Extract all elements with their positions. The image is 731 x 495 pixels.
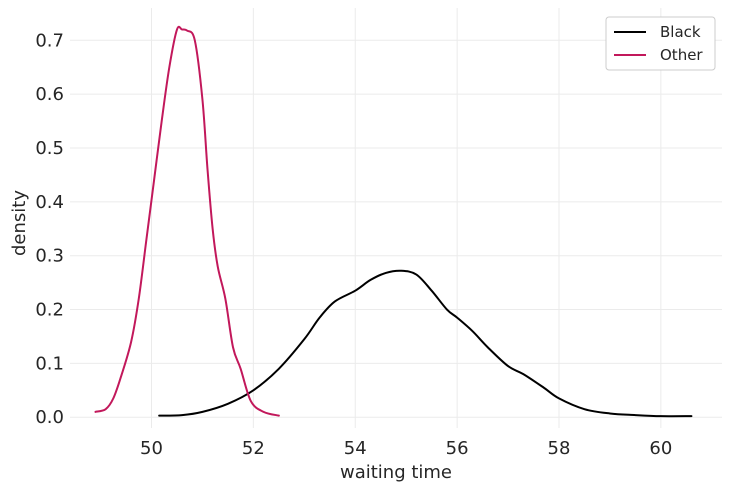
series-line-black	[158, 269, 693, 418]
legend-items: Black Other	[614, 23, 703, 64]
y-tick-label: 0.3	[35, 246, 64, 267]
legend: Black Other	[605, 16, 716, 71]
legend-box	[605, 16, 716, 71]
x-tick-label: 58	[548, 438, 571, 459]
y-tick-label: 0.4	[35, 192, 64, 213]
x-tick-label: 60	[649, 438, 672, 459]
y-tick-label: 0.1	[35, 353, 64, 374]
legend-label-other: Other	[660, 46, 703, 64]
x-tick-label: 52	[242, 438, 265, 459]
y-tick-label: 0.2	[35, 300, 64, 321]
y-tick-label: 0.0	[35, 407, 64, 428]
x-tick-label: 54	[344, 438, 367, 459]
x-axis-label: waiting time	[340, 462, 452, 483]
y-tick-label: 0.7	[35, 30, 64, 51]
y-axis-label: density	[9, 190, 30, 256]
y-tick-label: 0.6	[35, 84, 64, 105]
x-tick-label: 56	[446, 438, 469, 459]
x-tick-label: 50	[140, 438, 163, 459]
y-tick-label: 0.5	[35, 138, 64, 159]
series-line-other	[94, 25, 280, 417]
tick-layer: 50 52 54 56 58 60 0.0 0.1 0.2 0.3 0.4 0.5 0.6 0.7	[35, 30, 672, 459]
legend-label-black: Black	[660, 23, 701, 41]
series-layer	[94, 25, 693, 418]
